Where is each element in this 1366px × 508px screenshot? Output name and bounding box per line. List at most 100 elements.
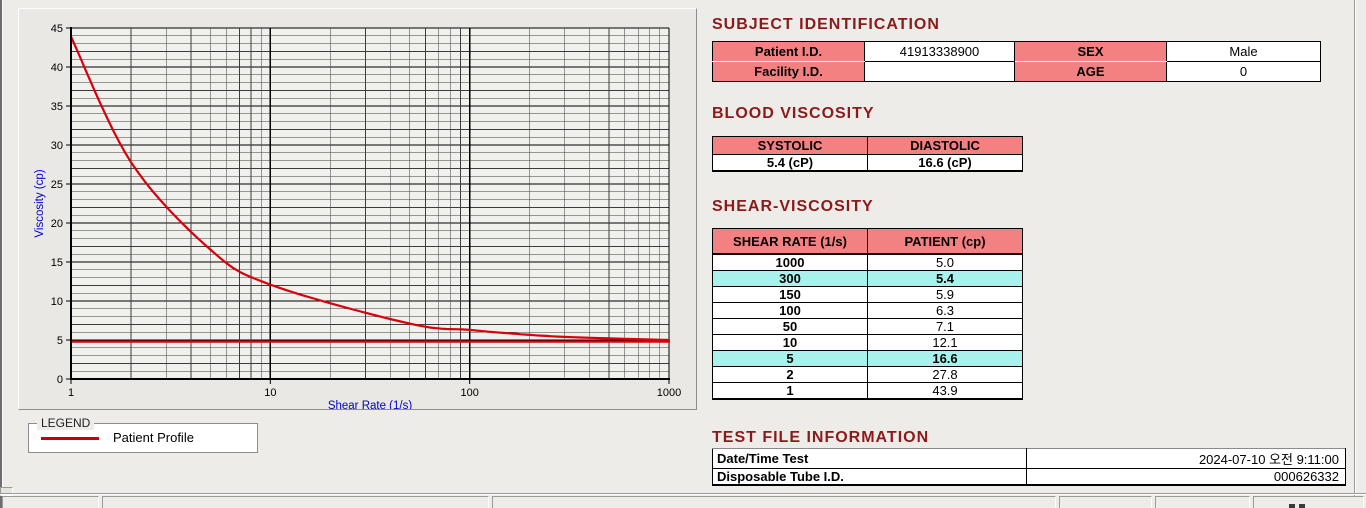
shear-viscosity-title: SHEAR-VISCOSITY (712, 198, 874, 215)
svg-text:0: 0 (57, 374, 63, 386)
diastolic-header: DIASTOLIC (867, 136, 1023, 155)
systolic-value: 5.4 (cP) (712, 154, 868, 172)
sex-value: Male (1166, 41, 1321, 62)
chart-legend: LEGEND Patient Profile (28, 416, 258, 453)
shear-row: 1 43.9 (712, 382, 1023, 400)
test-file-information-table: Date/Time Test 2024-07-10 오전 9:11:00 Dis… (712, 448, 1346, 486)
patient-cp-cell: 7.1 (867, 318, 1023, 335)
axes (70, 27, 670, 380)
svg-text:10: 10 (264, 387, 276, 399)
table-header-row: SHEAR RATE (1/s) PATIENT (cp) (712, 228, 1023, 255)
shear-row: 1000 5.0 (712, 253, 1023, 271)
shear-rate-cell: 1 (712, 382, 868, 400)
status-segment (1253, 496, 1364, 508)
viscosity-chart-panel: 0 5 10 15 20 25 30 35 40 45 1 10 100 1000 Viscosity (c… (18, 8, 697, 410)
viscosity-chart: 0 5 10 15 20 25 30 35 40 45 1 10 100 1000 Viscosity (c… (34, 23, 681, 409)
status-segment (2, 496, 99, 508)
y-axis-label: Viscosity (cp) (34, 169, 46, 237)
svg-text:30: 30 (51, 140, 63, 152)
status-segment (1059, 496, 1152, 508)
patient-cp-cell: 5.0 (867, 253, 1023, 271)
statusbar-clipped-glyph (1289, 504, 1295, 508)
bottom-left-chrome-box (0, 487, 13, 496)
patient-cp-cell: 5.4 (867, 270, 1023, 287)
blood-viscosity-title: BLOOD VISCOSITY (712, 105, 875, 122)
svg-text:1000: 1000 (657, 387, 681, 399)
shear-rate-cell: 50 (712, 318, 868, 335)
patient-cp-cell: 16.6 (867, 350, 1023, 367)
disposable-tube-id-value: 000626332 (1026, 468, 1346, 486)
x-axis-label: Shear Rate (1/s) (328, 400, 413, 409)
table-row: 5.4 (cP) 16.6 (cP) (712, 154, 1023, 172)
facility-id-label: Facility I.D. (712, 61, 865, 82)
facility-id-value (864, 61, 1015, 82)
shear-row: 10 12.1 (712, 334, 1023, 351)
svg-text:100: 100 (460, 387, 478, 399)
sex-label: SEX (1014, 41, 1167, 62)
table-row: Facility I.D. AGE 0 (712, 61, 1321, 82)
patient-profile-line-swatch (41, 437, 99, 440)
shear-rate-cell: 300 (712, 270, 868, 287)
shear-row: 5 16.6 (712, 350, 1023, 367)
patient-cp-cell: 12.1 (867, 334, 1023, 351)
shear-rate-cell: 10 (712, 334, 868, 351)
patient-cp-cell: 43.9 (867, 382, 1023, 400)
diastolic-value: 16.6 (cP) (867, 154, 1023, 172)
tick-labels: 0 5 10 15 20 25 30 35 40 45 1 10 100 1000 (51, 23, 681, 399)
svg-text:40: 40 (51, 62, 63, 74)
shear-row: 300 5.4 (712, 270, 1023, 287)
shear-rate-header: SHEAR RATE (1/s) (712, 228, 868, 255)
table-header-row: SYSTOLIC DIASTOLIC (712, 136, 1023, 155)
shear-viscosity-rows: 1000 5.0 300 5.4 150 5.9 100 6.3 50 7.1 10 12.1 5 16.… (712, 253, 1023, 400)
test-file-information-title: TEST FILE INFORMATION (712, 429, 930, 446)
legend-title: LEGEND (37, 416, 95, 430)
patient-id-value: 41913338900 (864, 41, 1015, 62)
shear-rate-cell: 2 (712, 366, 868, 383)
statusbar-divider (0, 493, 1366, 495)
patient-cp-cell: 6.3 (867, 302, 1023, 319)
blood-viscosity-table: SYSTOLIC DIASTOLIC 5.4 (cP) 16.6 (cP) (712, 136, 1023, 172)
table-row: Disposable Tube I.D. 000626332 (712, 468, 1346, 486)
status-segment (1155, 496, 1250, 508)
plot-area (71, 28, 669, 379)
shear-rate-cell: 150 (712, 286, 868, 303)
series-patient-profile (69, 35, 671, 342)
date-time-test-label: Date/Time Test (712, 448, 1027, 469)
shear-rate-cell: 5 (712, 350, 868, 367)
shear-row: 100 6.3 (712, 302, 1023, 319)
svg-text:35: 35 (51, 101, 63, 113)
patient-cp-header: PATIENT (cp) (867, 228, 1023, 255)
legend-entry-label: Patient Profile (113, 430, 194, 445)
subject-identification-table: Patient I.D. 41913338900 SEX Male Facili… (712, 41, 1321, 82)
svg-text:25: 25 (51, 179, 63, 191)
svg-text:15: 15 (51, 257, 63, 269)
shear-row: 50 7.1 (712, 318, 1023, 335)
svg-text:10: 10 (51, 296, 63, 308)
patient-cp-cell: 5.9 (867, 286, 1023, 303)
table-row: Date/Time Test 2024-07-10 오전 9:11:00 (712, 448, 1346, 469)
window-left-border (0, 0, 2, 508)
gridlines (70, 27, 670, 380)
disposable-tube-id-label: Disposable Tube I.D. (712, 468, 1027, 486)
patient-cp-cell: 27.8 (867, 366, 1023, 383)
shear-rate-cell: 1000 (712, 253, 868, 271)
table-row: Patient I.D. 41913338900 SEX Male (712, 41, 1321, 62)
status-segment (492, 496, 1056, 508)
age-value: 0 (1166, 61, 1321, 82)
svg-text:5: 5 (57, 335, 63, 347)
systolic-header: SYSTOLIC (712, 136, 868, 155)
svg-text:45: 45 (51, 23, 63, 35)
svg-text:1: 1 (68, 387, 74, 399)
date-time-test-value: 2024-07-10 오전 9:11:00 (1026, 448, 1346, 469)
right-divider (1354, 0, 1356, 508)
shear-viscosity-table: SHEAR RATE (1/s) PATIENT (cp) 1000 5.0 300… (712, 228, 1023, 400)
patient-id-label: Patient I.D. (712, 41, 865, 62)
shear-row: 2 27.8 (712, 366, 1023, 383)
shear-row: 150 5.9 (712, 286, 1023, 303)
window-left-highlight (2, 0, 3, 508)
svg-text:20: 20 (51, 218, 63, 230)
subject-identification-title: SUBJECT IDENTIFICATION (712, 16, 940, 33)
age-label: AGE (1014, 61, 1167, 82)
shear-rate-cell: 100 (712, 302, 868, 319)
